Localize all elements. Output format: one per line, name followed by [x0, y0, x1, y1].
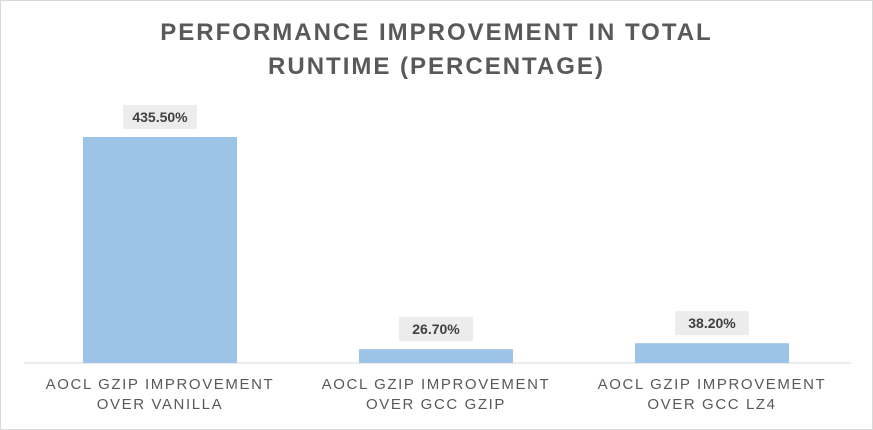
x-tick-label-gcc-gzip-line-1: AOCL GZIP IMPROVEMENT [321, 376, 551, 393]
bar-vanilla [83, 137, 237, 363]
data-label-gcc-lz4: 38.20% [688, 315, 736, 331]
data-label-box-vanilla [123, 105, 197, 130]
bar-gcc-gzip [359, 349, 513, 363]
x-tick-label-vanilla-line-1: AOCL GZIP IMPROVEMENT [45, 376, 275, 393]
x-tick-label-gcc-gzip: AOCL GZIP IMPROVEMENT OVER GCC GZIP [301, 375, 571, 415]
x-tick-label-gcc-lz4: AOCL GZIP IMPROVEMENT OVER GCC LZ4 [577, 375, 847, 415]
data-label-gcc-gzip: 26.70% [412, 321, 460, 337]
x-tick-label-vanilla-line-2: OVER VANILLA [96, 396, 224, 413]
x-tick-label-vanilla: AOCL GZIP IMPROVEMENT OVER VANILLA [25, 375, 295, 415]
x-tick-label-gcc-lz4-line-2: OVER GCC LZ4 [647, 396, 777, 413]
data-label-box-gcc-lz4 [675, 311, 749, 336]
chart-title: PERFORMANCE IMPROVEMENT IN TOTAL RUNTIME… [0, 16, 873, 84]
data-label-box-gcc-gzip [399, 317, 473, 342]
chart-title-line-1: PERFORMANCE IMPROVEMENT IN TOTAL [160, 19, 713, 46]
chart-title-line-2: RUNTIME (PERCENTAGE) [268, 53, 605, 80]
x-tick-label-gcc-gzip-line-2: OVER GCC GZIP [366, 396, 506, 413]
bar-gcc-lz4 [635, 343, 789, 363]
data-label-vanilla: 435.50% [132, 109, 188, 125]
x-tick-label-gcc-lz4-line-1: AOCL GZIP IMPROVEMENT [597, 376, 827, 393]
